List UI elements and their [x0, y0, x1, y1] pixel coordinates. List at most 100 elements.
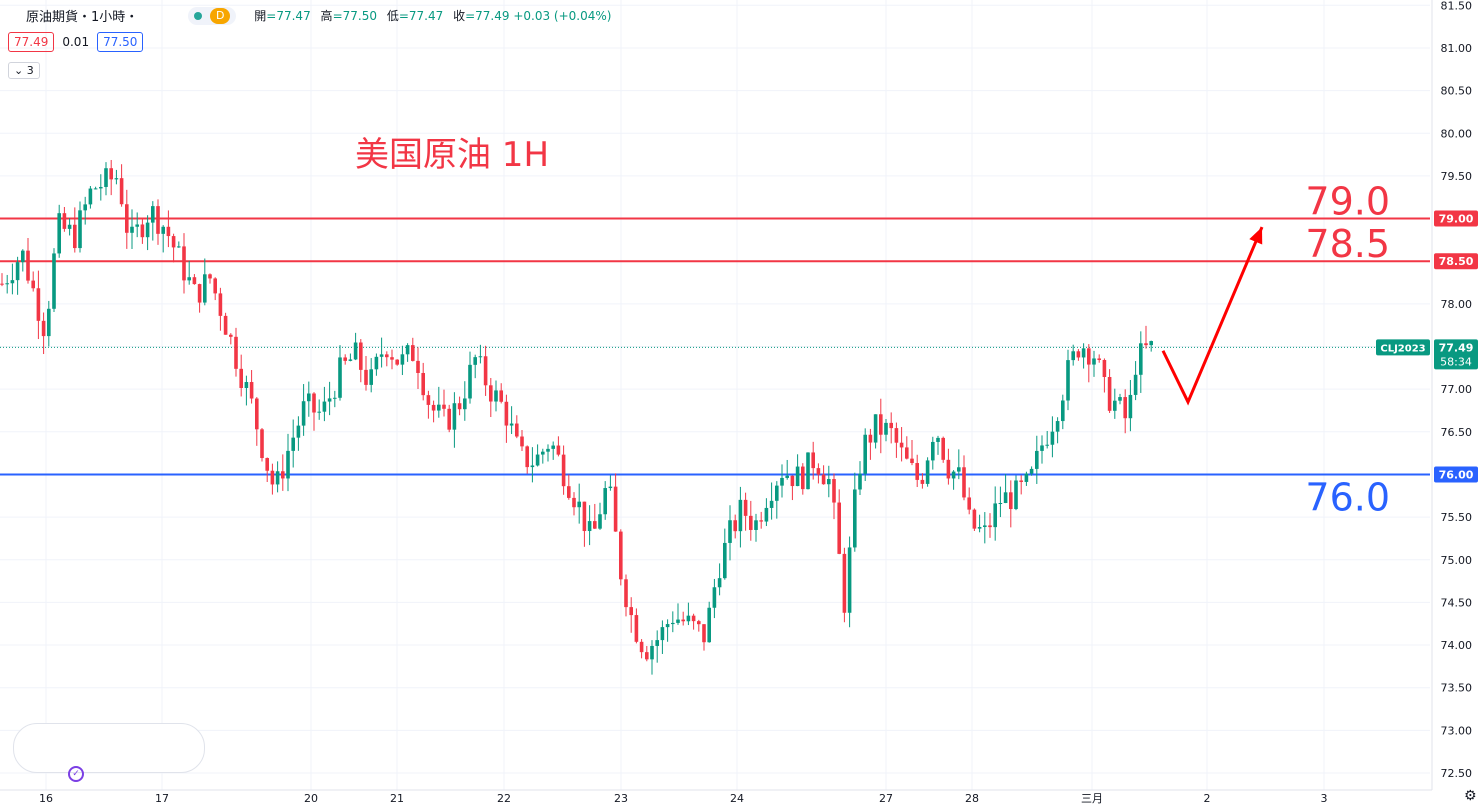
- candle-body: [93, 188, 98, 190]
- ohlc-low-label: 低: [386, 9, 399, 23]
- ohlc-high-value: =77.50: [332, 9, 377, 23]
- x-tick-label: 27: [879, 792, 893, 805]
- candle-body: [1040, 445, 1044, 451]
- candle-body: [769, 500, 774, 508]
- y-tick-label: 81.00: [1441, 42, 1473, 55]
- candle-body: [223, 315, 228, 335]
- candle-body: [676, 619, 680, 623]
- candle-body: [135, 224, 139, 227]
- ohlc-values: 開=77.47 高=77.50 低=77.47 收=77.49 +0.03 (+…: [254, 7, 617, 24]
- candle-body: [348, 359, 353, 361]
- candle-body: [884, 422, 888, 435]
- ohlc-high-label: 高: [320, 9, 333, 23]
- status-indicators[interactable]: D: [188, 6, 237, 25]
- candle-body: [104, 168, 108, 187]
- bid-ask-panel: 77.49 0.01 77.50: [8, 32, 144, 52]
- candle-body: [281, 471, 285, 479]
- candle-body: [998, 503, 1003, 505]
- candle-body: [369, 369, 373, 385]
- candle-body: [1139, 343, 1143, 375]
- time-axis[interactable]: 16 17 20 21 22 23 24 27 28 三月 2 3: [0, 789, 1432, 805]
- buy-button[interactable]: 77.50: [97, 32, 144, 52]
- candle-body: [416, 360, 420, 373]
- candle-body: [385, 354, 389, 358]
- candle-body: [785, 475, 789, 478]
- candle-body: [582, 501, 587, 532]
- candle-body: [405, 345, 410, 355]
- last-price-label: 77.49: [1439, 341, 1474, 354]
- candle-body: [983, 525, 987, 527]
- ohlc-open-label: 開: [254, 9, 267, 23]
- candle-body: [957, 467, 961, 472]
- candle-body: [1149, 341, 1153, 346]
- candle-body: [499, 390, 503, 402]
- candle-body: [723, 542, 727, 579]
- candle-body: [925, 460, 930, 484]
- candle-body: [504, 401, 509, 426]
- candle-body: [879, 414, 883, 435]
- candle-body: [645, 652, 649, 660]
- candle-body: [811, 452, 815, 469]
- projection-path: [1161, 226, 1264, 406]
- candle-body: [728, 520, 732, 543]
- candle-body: [255, 398, 259, 430]
- spread-value: 0.01: [62, 35, 90, 49]
- candle-body: [868, 434, 873, 443]
- y-tick-label: 76.50: [1441, 426, 1473, 439]
- candle-body: [457, 403, 462, 410]
- candle-body: [759, 520, 763, 522]
- indicator-count: 3: [26, 64, 34, 77]
- candle-body: [145, 222, 150, 238]
- candle-body: [322, 401, 327, 412]
- candle-body: [1107, 377, 1112, 411]
- indicators-toggle-button[interactable]: ⌄ 3: [8, 62, 40, 79]
- candle-body: [421, 372, 425, 396]
- x-tick-label: 3: [1321, 792, 1328, 805]
- y-tick-label: 74.50: [1441, 596, 1473, 609]
- price-level-label: 79.0: [1305, 180, 1390, 224]
- candle-body: [52, 253, 56, 309]
- symbol-title[interactable]: 原油期貨・1小時・: [26, 10, 139, 25]
- candle-body: [858, 473, 862, 490]
- candle-body: [837, 502, 841, 554]
- candle-body: [905, 447, 909, 459]
- candle-body: [192, 277, 197, 285]
- price-level-label: 78.5: [1305, 222, 1390, 266]
- candle-body: [910, 458, 914, 464]
- candle-body: [489, 385, 493, 402]
- candle-body: [275, 471, 280, 485]
- candle-body: [749, 515, 753, 530]
- candle-body: [374, 356, 379, 370]
- level-axis-label: 76.00: [1439, 468, 1474, 481]
- candle-body: [863, 434, 867, 474]
- candle-body: [265, 458, 269, 471]
- candle-body: [431, 404, 436, 411]
- price-level-label: 76.0: [1305, 475, 1390, 519]
- candle-body: [83, 204, 87, 211]
- candle-body: [738, 499, 743, 532]
- candle-body: [551, 445, 555, 449]
- sell-button[interactable]: 77.49: [8, 32, 55, 52]
- candle-body: [951, 471, 956, 479]
- candle-body: [509, 423, 514, 426]
- candle-body: [442, 404, 446, 409]
- x-tick-label: 21: [390, 792, 404, 805]
- delayed-data-badge: D: [210, 7, 231, 24]
- candle-body: [567, 486, 571, 498]
- candle-body: [1029, 468, 1034, 474]
- x-tick-label: 28: [965, 792, 979, 805]
- gear-icon[interactable]: ⚙: [1464, 788, 1477, 804]
- candle-body: [915, 463, 919, 480]
- price-levels[interactable]: [0, 217, 1430, 476]
- floating-panel[interactable]: [13, 723, 205, 773]
- candle-body: [395, 359, 399, 365]
- level-axis-label: 79.00: [1439, 213, 1474, 226]
- price-axis[interactable]: 72.50 73.00 73.50 74.00 74.50 75.00 75.50 76.00…: [1376, 0, 1478, 790]
- candle-body: [681, 619, 685, 622]
- candle-body: [671, 622, 675, 625]
- candle-body: [1076, 351, 1081, 358]
- candle-body: [140, 224, 145, 238]
- candle-body: [364, 369, 368, 385]
- tradingview-logo-icon[interactable]: ✓: [68, 766, 84, 782]
